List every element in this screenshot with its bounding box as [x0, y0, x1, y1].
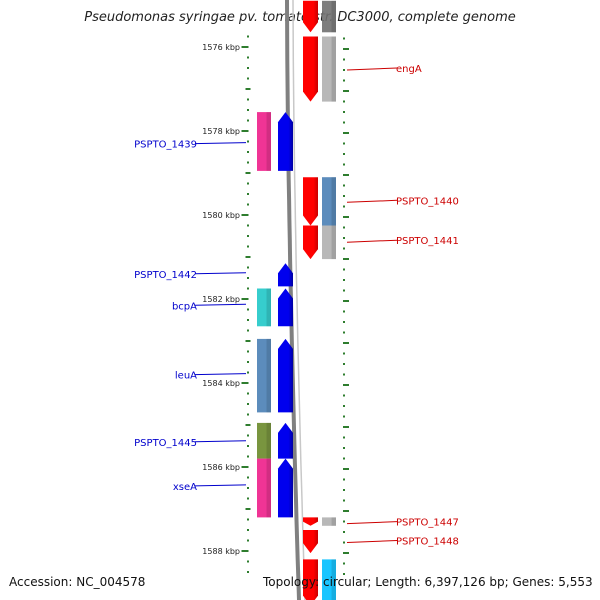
- gene-pspto-1442-arrow[interactable]: [278, 263, 293, 287]
- gene-top-partial-track-shade: [331, 0, 336, 33]
- gene-bottom-partial-track-shade: [331, 559, 336, 600]
- gene-pspto-1448-leader-line: [346, 540, 398, 543]
- gene-xsea-label[interactable]: xseA: [173, 482, 197, 493]
- gene-pspto-1447-arrow[interactable]: [303, 517, 318, 526]
- tick-label: 1576 kbp: [202, 43, 240, 52]
- gene-top-partial-track[interactable]: [322, 0, 336, 33]
- gene-pspto-1445-track-shade: [266, 422, 271, 459]
- gene-pspto-1445-label[interactable]: PSPTO_1445: [134, 438, 197, 449]
- gene-pspto-1442-label[interactable]: PSPTO_1442: [134, 270, 197, 281]
- gene-enga-track-shade: [331, 36, 336, 102]
- gene-bottom-partial-track[interactable]: [322, 559, 336, 600]
- gene-xsea-track-shade: [266, 458, 271, 518]
- gene-pspto-1447-label[interactable]: PSPTO_1447: [396, 518, 459, 529]
- gene-pspto-1440-leader-line: [346, 199, 398, 203]
- gene-leua-leader-line: [194, 373, 247, 376]
- gene-enga-label[interactable]: engA: [396, 64, 422, 75]
- gene-bcpa-track-shade: [266, 288, 271, 327]
- gene-bcpa-arrow[interactable]: [278, 288, 293, 327]
- gene-pspto-1440-track-shade: [331, 177, 336, 226]
- gene-pspto-1445-track[interactable]: [257, 422, 271, 459]
- gene-pspto-1448-arrow[interactable]: [303, 530, 318, 554]
- tick-label: 1582 kbp: [202, 295, 240, 304]
- gene-pspto-1447-leader-line: [346, 521, 398, 525]
- genome-summary-text: Topology: circular; Length: 6,397,126 bp…: [263, 575, 593, 589]
- backbone-inner: [292, 0, 306, 600]
- tick-label: 1584 kbp: [202, 379, 240, 388]
- tick-marks-layer: 1576 kbp 1578 kbp 1580 kbp 1582 kbp 1584 kbp…: [202, 35, 349, 575]
- gene-pspto-1441-leader-line: [346, 239, 398, 243]
- genes-layer: [257, 0, 336, 600]
- gene-pspto-1441-track-shade: [331, 225, 336, 260]
- gene-pspto-1447-track-shade: [331, 517, 336, 526]
- gene-pspto-1441-arrow[interactable]: [303, 225, 318, 260]
- tick-label: 1578 kbp: [202, 127, 240, 136]
- gene-leua-track-shade: [266, 338, 271, 413]
- gene-pspto-1439-track[interactable]: [257, 112, 271, 171]
- gene-leua-arrow[interactable]: [278, 338, 293, 413]
- gene-xsea-arrow[interactable]: [278, 458, 293, 518]
- gene-leua-track[interactable]: [257, 338, 271, 413]
- tick-label: 1586 kbp: [202, 463, 240, 472]
- gene-pspto-1448-label[interactable]: PSPTO_1448: [396, 537, 459, 548]
- tick-label: 1580 kbp: [202, 211, 240, 220]
- map-title: Pseudomonas syringae pv. tomato str. DC3…: [84, 10, 516, 25]
- gene-pspto-1440-label[interactable]: PSPTO_1440: [396, 196, 459, 207]
- gene-pspto-1439-track-shade: [266, 112, 271, 171]
- gene-pspto-1439-arrow[interactable]: [278, 112, 293, 171]
- gene-pspto-1439-leader-line: [194, 142, 247, 145]
- gene-pspto-1441-track[interactable]: [322, 225, 336, 260]
- gene-pspto-1439-label[interactable]: PSPTO_1439: [134, 140, 197, 151]
- gene-xsea-track[interactable]: [257, 458, 271, 518]
- gene-labels-layer: engA PSPTO_1439 PSPTO_1440 PSPTO_1441 PSPTO_…: [134, 64, 459, 548]
- gene-top-partial-arrow[interactable]: [303, 0, 318, 33]
- gene-pspto-1445-arrow[interactable]: [278, 422, 293, 459]
- gene-bcpa-leader-line: [194, 303, 247, 306]
- tick-label: 1588 kbp: [202, 547, 240, 556]
- gene-pspto-1447-track[interactable]: [322, 517, 336, 526]
- gene-xsea-leader-line: [194, 484, 247, 487]
- gene-bcpa-track[interactable]: [257, 288, 271, 327]
- gene-bottom-partial-arrow[interactable]: [303, 559, 318, 600]
- gene-pspto-1440-arrow[interactable]: [303, 177, 318, 226]
- gene-enga-track[interactable]: [322, 36, 336, 102]
- gene-leua-label[interactable]: leuA: [175, 371, 197, 382]
- accession-text: Accession: NC_004578: [9, 575, 146, 589]
- gene-enga-leader-line: [346, 67, 398, 71]
- gene-bcpa-label[interactable]: bcpA: [172, 301, 197, 312]
- gene-pspto-1441-label[interactable]: PSPTO_1441: [396, 236, 459, 247]
- gene-enga-arrow[interactable]: [303, 36, 318, 102]
- gene-pspto-1440-track[interactable]: [322, 177, 336, 226]
- gene-pspto-1442-leader-line: [194, 272, 247, 275]
- gene-pspto-1445-leader-line: [194, 440, 247, 443]
